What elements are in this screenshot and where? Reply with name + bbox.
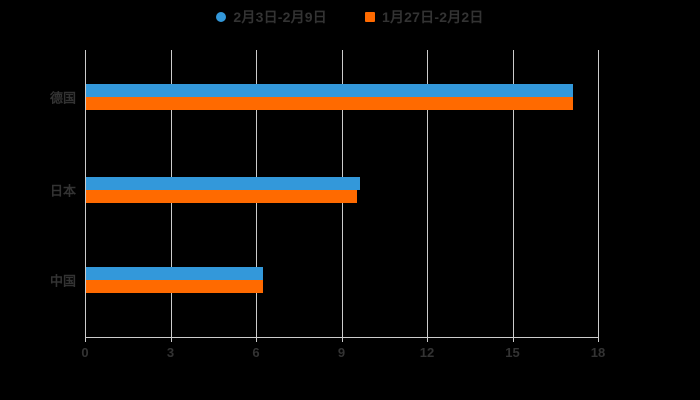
- x-axis-tick-label: 9: [337, 345, 346, 360]
- x-axis-tick-label: 15: [505, 345, 520, 360]
- x-axis-tick: [341, 337, 343, 342]
- x-axis-tick: [170, 337, 172, 342]
- legend-label-week2: 2月3日-2月9日: [233, 9, 327, 25]
- x-axis-tick-label: 3: [166, 345, 175, 360]
- x-axis-tick: [85, 337, 86, 342]
- legend-item-week2[interactable]: 2月3日-2月9日: [216, 7, 327, 27]
- x-axis-tick: [512, 337, 514, 342]
- bar-series1-row2[interactable]: [86, 177, 360, 190]
- y-axis-label: 德国: [49, 90, 76, 106]
- bar-series1-row3[interactable]: [86, 267, 263, 280]
- x-axis-tick-label: 0: [81, 345, 89, 360]
- x-axis-tick-label: 6: [252, 345, 260, 360]
- y-axis-label: 日本: [49, 183, 76, 199]
- legend-square-marker-icon: [365, 12, 375, 22]
- y-axis-label: 中国: [49, 273, 76, 289]
- legend-circle-marker-icon: [216, 12, 227, 22]
- gridline: [512, 50, 514, 337]
- legend-item-week1[interactable]: 1月27日-2月2日: [365, 7, 484, 27]
- x-axis-tick: [598, 337, 599, 342]
- x-axis-tick-label: 12: [419, 345, 435, 360]
- gridline: [85, 50, 86, 337]
- bar-series1-row1[interactable]: [86, 84, 574, 97]
- gridline: [427, 50, 428, 337]
- x-axis-tick: [256, 337, 257, 342]
- x-axis-tick-label: 18: [590, 345, 606, 360]
- x-axis-tick: [427, 337, 428, 342]
- bar-series2-row2[interactable]: [86, 190, 357, 203]
- gridline: [598, 50, 599, 337]
- bar-series2-row3[interactable]: [86, 280, 263, 293]
- bar-series2-row1[interactable]: [86, 97, 574, 110]
- legend-label-week1: 1月27日-2月2日: [382, 9, 484, 25]
- plot-area: 0 3 6 9 12 15 18 德国日本中国: [50, 50, 605, 360]
- chart-legend: 2月3日-2月9日 1月27日-2月2日: [0, 7, 700, 27]
